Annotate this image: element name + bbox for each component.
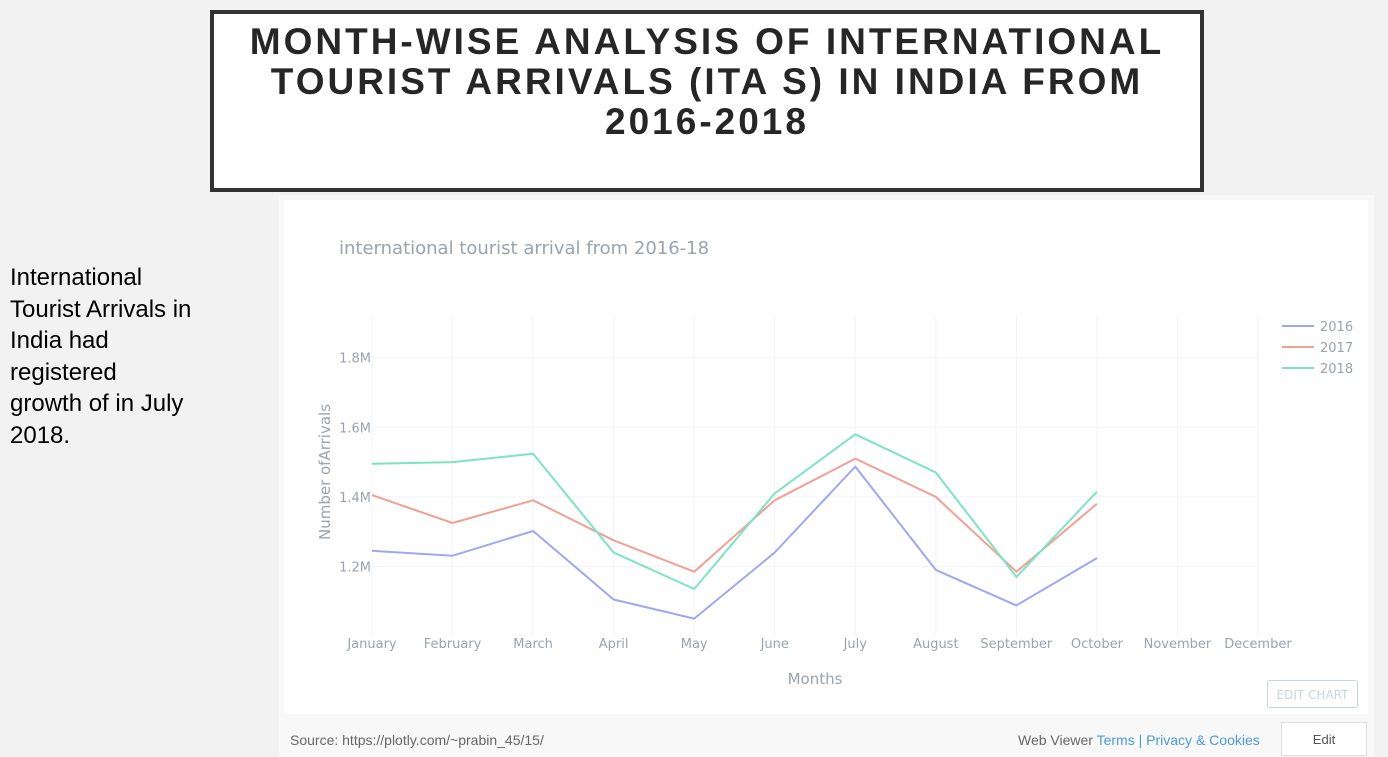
x-tick-label: July — [843, 637, 868, 652]
chart-area: international tourist arrival from 2016-… — [284, 200, 1368, 714]
x-tick-label: April — [599, 637, 629, 652]
privacy-link[interactable]: Privacy & Cookies — [1146, 732, 1260, 748]
x-tick-label: March — [513, 637, 553, 652]
series-line-2018 — [371, 433, 1098, 590]
link-separator: | — [1138, 732, 1143, 748]
y-tick-label: 1.4M — [339, 491, 371, 506]
legend-label: 2017 — [1320, 341, 1353, 356]
side-summary-text: International Tourist Arrivals in India … — [10, 264, 192, 449]
x-tick-label: February — [424, 637, 482, 652]
source-text: Source: https://plotly.com/~prabin_45/15… — [290, 732, 544, 748]
x-axis-title: Months — [788, 670, 843, 688]
chart-title: international tourist arrival from 2016-… — [339, 238, 709, 259]
x-tick-label: January — [346, 637, 397, 652]
x-tick-label: September — [980, 637, 1053, 652]
legend-item-2018[interactable]: 2018 — [1282, 362, 1353, 377]
footer-bar: Source: https://plotly.com/~prabin_45/15… — [279, 720, 1374, 757]
y-axis-title: Number ofArrivals — [316, 404, 334, 540]
footer-links: Web Viewer Terms | Privacy & Cookies — [1018, 732, 1260, 748]
series-layer — [371, 433, 1098, 620]
x-tick-label: August — [913, 637, 959, 652]
x-tick-label: May — [681, 637, 708, 652]
line-chart: international tourist arrival from 2016-… — [316, 238, 1353, 688]
legend: 2016 2017 2018 — [1282, 320, 1353, 377]
edit-button[interactable]: Edit — [1281, 722, 1367, 756]
edit-chart-button[interactable]: EDIT CHART — [1267, 680, 1358, 708]
terms-link[interactable]: Terms — [1096, 732, 1135, 748]
x-tick-label: November — [1144, 637, 1212, 652]
page-title: MONTH-WISE ANALYSIS OF INTERNATIONAL TOU… — [249, 21, 1165, 142]
legend-item-2017[interactable]: 2017 — [1282, 341, 1353, 356]
x-tick-label: October — [1071, 637, 1124, 652]
series-line-2017 — [371, 457, 1098, 573]
y-tick-label: 1.8M — [339, 352, 371, 367]
title-box: MONTH-WISE ANALYSIS OF INTERNATIONAL TOU… — [210, 10, 1204, 192]
chart-panel: international tourist arrival from 2016-… — [279, 195, 1374, 757]
axis-layer: January February March April May June July Augu… — [339, 352, 1292, 652]
grid-layer — [371, 316, 1259, 636]
web-viewer-label: Web Viewer — [1018, 732, 1093, 748]
legend-item-2016[interactable]: 2016 — [1282, 320, 1353, 335]
legend-label: 2016 — [1320, 320, 1353, 335]
series-line-2016 — [371, 465, 1098, 620]
y-tick-label: 1.2M — [339, 560, 371, 575]
x-tick-label: December — [1224, 637, 1292, 652]
x-tick-label: June — [760, 637, 789, 652]
y-tick-label: 1.6M — [339, 421, 371, 436]
legend-label: 2018 — [1320, 362, 1353, 377]
